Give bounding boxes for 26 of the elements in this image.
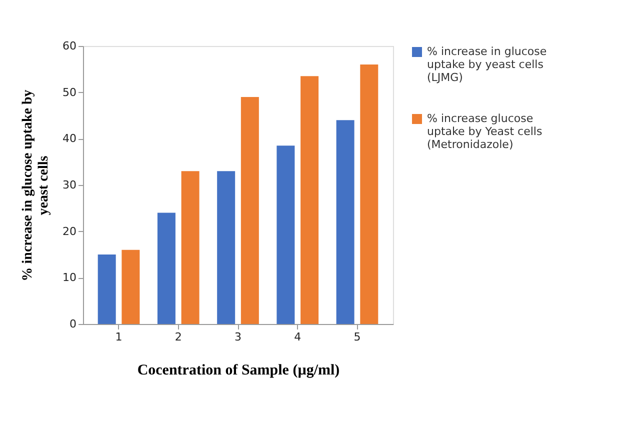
bar <box>181 171 200 324</box>
x-tick-label: 4 <box>294 330 302 344</box>
y-tick-label: 0 <box>70 318 76 330</box>
bar <box>122 250 140 324</box>
y-tick-label: 40 <box>62 132 76 146</box>
y-axis-title: % increase in glucose uptake by yeast cells <box>20 90 52 282</box>
x-tick-label: 2 <box>174 330 182 344</box>
x-axis-title: Cocentration of Sample (µg/ml) <box>137 362 340 378</box>
bar <box>276 146 295 324</box>
x-tick-label: 5 <box>354 330 361 344</box>
legend-label: % increase in glucose uptake by yeast cells (LJMG) <box>427 45 547 84</box>
bar <box>98 254 116 324</box>
bar <box>240 96 259 324</box>
y-tick-label: 30 <box>62 178 76 192</box>
bar <box>336 120 354 324</box>
legend-label: % increase glucose uptake by Yeast cells (Metronidazole) <box>427 112 542 151</box>
bar <box>217 171 236 324</box>
x-tick-label: 3 <box>234 330 242 344</box>
bar <box>360 64 378 324</box>
y-tick-label: 60 <box>62 40 76 52</box>
bar <box>157 212 176 324</box>
bar <box>300 76 319 324</box>
x-tick-label: 1 <box>115 330 122 344</box>
y-tick-label: 50 <box>62 86 76 99</box>
y-tick-label: 20 <box>62 224 76 238</box>
y-tick-label: 10 <box>62 271 76 284</box>
